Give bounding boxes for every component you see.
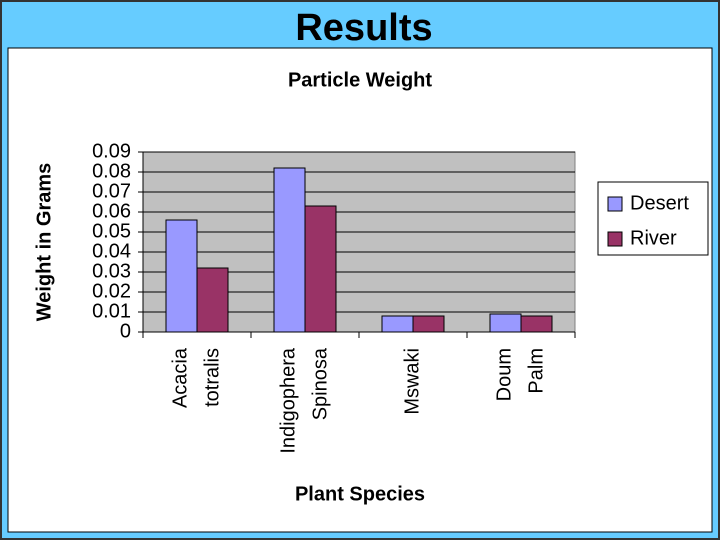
legend-label: River xyxy=(630,227,677,249)
bar xyxy=(489,313,522,333)
x-tick-label: Acacia xyxy=(169,347,191,408)
bar xyxy=(273,167,306,333)
y-tick-label: 0.06 xyxy=(92,200,131,222)
x-tick-label: Mswaki xyxy=(401,348,423,415)
slide-title: Results xyxy=(295,7,432,49)
bar xyxy=(165,219,198,333)
y-tick-label: 0 xyxy=(120,320,131,342)
y-tick-label: 0.08 xyxy=(92,160,131,182)
bar xyxy=(304,205,337,333)
x-tick-label: totralis xyxy=(201,348,223,407)
x-tick-label: Palm xyxy=(525,348,547,394)
y-tick-label: 0.09 xyxy=(92,140,131,162)
bar xyxy=(381,315,414,333)
bar xyxy=(412,315,445,333)
x-axis-label: Plant Species xyxy=(295,483,425,505)
y-tick-label: 0.05 xyxy=(92,220,131,242)
legend-swatch xyxy=(607,196,623,212)
bar xyxy=(196,267,229,333)
y-tick-label: 0.04 xyxy=(92,240,131,262)
y-tick-label: 0.07 xyxy=(92,180,131,202)
x-tick-label: Indigophera xyxy=(277,347,299,454)
y-tick-label: 0.01 xyxy=(92,300,131,322)
legend-swatch xyxy=(607,231,623,247)
x-tick-label: Doum xyxy=(493,348,515,401)
y-axis-label: Weight in Grams xyxy=(33,163,55,322)
y-tick-label: 0.02 xyxy=(92,280,131,302)
y-tick-label: 0.03 xyxy=(92,260,131,282)
x-tick-label: Spinosa xyxy=(309,347,331,420)
legend-label: Desert xyxy=(630,192,689,214)
bar xyxy=(520,315,553,333)
chart-title: Particle Weight xyxy=(288,69,432,91)
